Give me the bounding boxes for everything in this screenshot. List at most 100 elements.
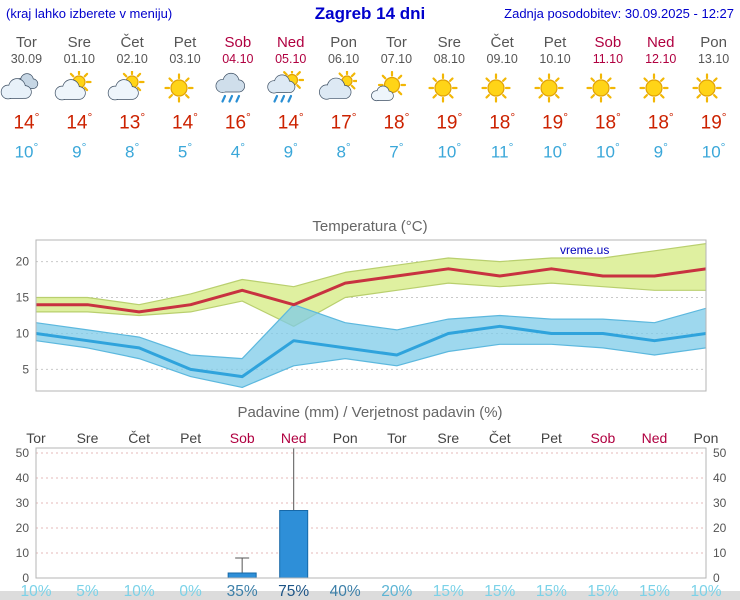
y-tick-label: 50 xyxy=(713,446,727,460)
y-tick-label: 10 xyxy=(16,546,30,560)
low-temp: 10° xyxy=(701,140,726,162)
sunny-icon xyxy=(423,71,476,109)
low-temp: 10° xyxy=(14,140,39,162)
probability-label: 10% xyxy=(124,583,155,600)
partly-cloudy-icon xyxy=(53,71,106,109)
day-name: Sre xyxy=(67,34,91,51)
rain-icon xyxy=(211,71,264,109)
day-label: Ned xyxy=(281,430,307,446)
last-updated: Zadnja posodobitev: 30.09.2025 - 12:27 xyxy=(504,6,734,21)
mostly-sunny-icon xyxy=(370,71,423,109)
high-temp: 14° xyxy=(172,110,198,134)
y-tick-label: 10 xyxy=(16,327,30,341)
forecast-day[interactable]: Sre 08.10 19° 10° xyxy=(423,32,476,168)
day-date: 03.10 xyxy=(169,52,201,66)
high-temp: 14° xyxy=(66,110,93,134)
high-temp: 14° xyxy=(13,110,40,134)
horizontal-scrollbar[interactable] xyxy=(0,591,740,600)
y-tick-label: 50 xyxy=(16,446,30,460)
day-label: Sob xyxy=(590,430,615,446)
day-date: 12.10 xyxy=(645,52,677,66)
day-name: Pet xyxy=(543,34,567,51)
day-label: Tor xyxy=(26,430,46,446)
day-name: Tor xyxy=(386,34,407,51)
day-name: Čet xyxy=(120,34,144,51)
high-temp: 18° xyxy=(647,110,674,134)
precip-bar xyxy=(227,572,257,579)
probability-label: 15% xyxy=(639,583,670,600)
day-date: 30.09 xyxy=(10,52,43,66)
sunny-icon xyxy=(159,71,212,109)
probability-label: 15% xyxy=(433,583,464,600)
forecast-day[interactable]: Ned 12.10 18° 9° xyxy=(634,32,687,168)
day-name: Ned xyxy=(276,34,305,51)
forecast-day[interactable]: Sob 04.10 16° 4° xyxy=(211,32,264,168)
day-name: Pet xyxy=(173,34,197,51)
forecast-day[interactable]: Sre 01.10 14° 9° xyxy=(53,32,106,168)
low-temp: 9° xyxy=(653,140,668,162)
sunny-icon xyxy=(529,71,582,109)
forecast-day[interactable]: Čet 09.10 18° 11° xyxy=(476,32,529,168)
day-label: Čet xyxy=(489,430,511,446)
day-name: Pon xyxy=(330,34,357,51)
y-tick-label: 10 xyxy=(713,546,727,560)
forecast-day[interactable]: Pet 03.10 14° 5° xyxy=(159,32,212,168)
temp-max-band-edge xyxy=(36,282,706,327)
forecast-day[interactable]: Ned 05.10 14° 9° xyxy=(264,32,317,168)
forecast-day[interactable]: Tor 07.10 18° 7° xyxy=(370,32,423,168)
forecast-day[interactable]: Pon 06.10 17° 8° xyxy=(317,32,370,168)
day-label: Pon xyxy=(694,430,719,446)
forecast-day[interactable]: Sob 11.10 18° 10° xyxy=(581,32,634,168)
day-name: Ned xyxy=(646,34,675,51)
precipitation-chart: Tor Sre Čet Pet Sob Ned Pon Tor Sre Čet Pet Sob Ned P… xyxy=(0,430,740,600)
location-hint: (kraj lahko izberete v meniju) xyxy=(6,6,173,21)
day-date: 04.10 xyxy=(222,52,254,66)
low-temp: 11° xyxy=(490,140,514,162)
y-tick-label: 30 xyxy=(16,496,30,510)
day-date: 05.10 xyxy=(275,52,307,66)
precip-chart-title: Padavine (mm) / Verjetnost padavin (%) xyxy=(237,404,503,421)
day-name: Sob xyxy=(224,34,252,51)
forecast-day[interactable]: Tor 30.09 14° 10° xyxy=(0,32,53,168)
high-temp: 19° xyxy=(542,110,568,134)
day-date: 09.10 xyxy=(486,52,518,66)
day-label: Sre xyxy=(77,430,99,446)
probability-label: 5% xyxy=(76,583,99,600)
probability-label: 10% xyxy=(20,583,51,600)
y-tick-label: 5 xyxy=(22,362,29,376)
day-name: Sre xyxy=(437,34,461,51)
day-date: 01.10 xyxy=(63,52,95,66)
sunny-icon xyxy=(687,71,740,109)
high-temp: 14° xyxy=(277,110,304,134)
high-temp: 19° xyxy=(436,110,463,134)
day-date: 07.10 xyxy=(380,52,413,66)
low-temp: 8° xyxy=(336,140,351,162)
day-label: Tor xyxy=(387,430,407,446)
temp-min-band-edge xyxy=(36,304,706,360)
probability-label: 35% xyxy=(227,583,258,600)
low-temp: 9° xyxy=(283,140,298,162)
low-temp: 8° xyxy=(125,140,140,162)
watermark: vreme.us xyxy=(560,243,609,257)
probability-label: 15% xyxy=(536,583,567,600)
precip-bar xyxy=(279,510,309,579)
high-temp: 18° xyxy=(383,110,410,134)
mostly-cloudy-icon xyxy=(317,71,370,109)
low-temp: 10° xyxy=(596,140,620,162)
day-label: Pet xyxy=(180,430,201,446)
probability-label: 10% xyxy=(690,583,721,600)
forecast-day[interactable]: Čet 02.10 13° 8° xyxy=(106,32,159,168)
forecast-day[interactable]: Pet 10.10 19° 10° xyxy=(529,32,582,168)
high-temp: 18° xyxy=(594,110,621,134)
high-temp: 19° xyxy=(700,110,727,134)
day-label: Pet xyxy=(541,430,562,446)
day-date: 11.10 xyxy=(592,52,624,66)
day-label: Sob xyxy=(230,430,255,446)
y-tick-label: 20 xyxy=(713,521,727,535)
day-date: 13.10 xyxy=(697,52,730,66)
forecast-day[interactable]: Pon 13.10 19° 10° xyxy=(687,32,740,168)
low-temp: 10° xyxy=(437,140,462,162)
y-tick-label: 20 xyxy=(16,521,30,535)
low-temp: 9° xyxy=(72,140,87,162)
high-temp: 13° xyxy=(119,110,146,134)
